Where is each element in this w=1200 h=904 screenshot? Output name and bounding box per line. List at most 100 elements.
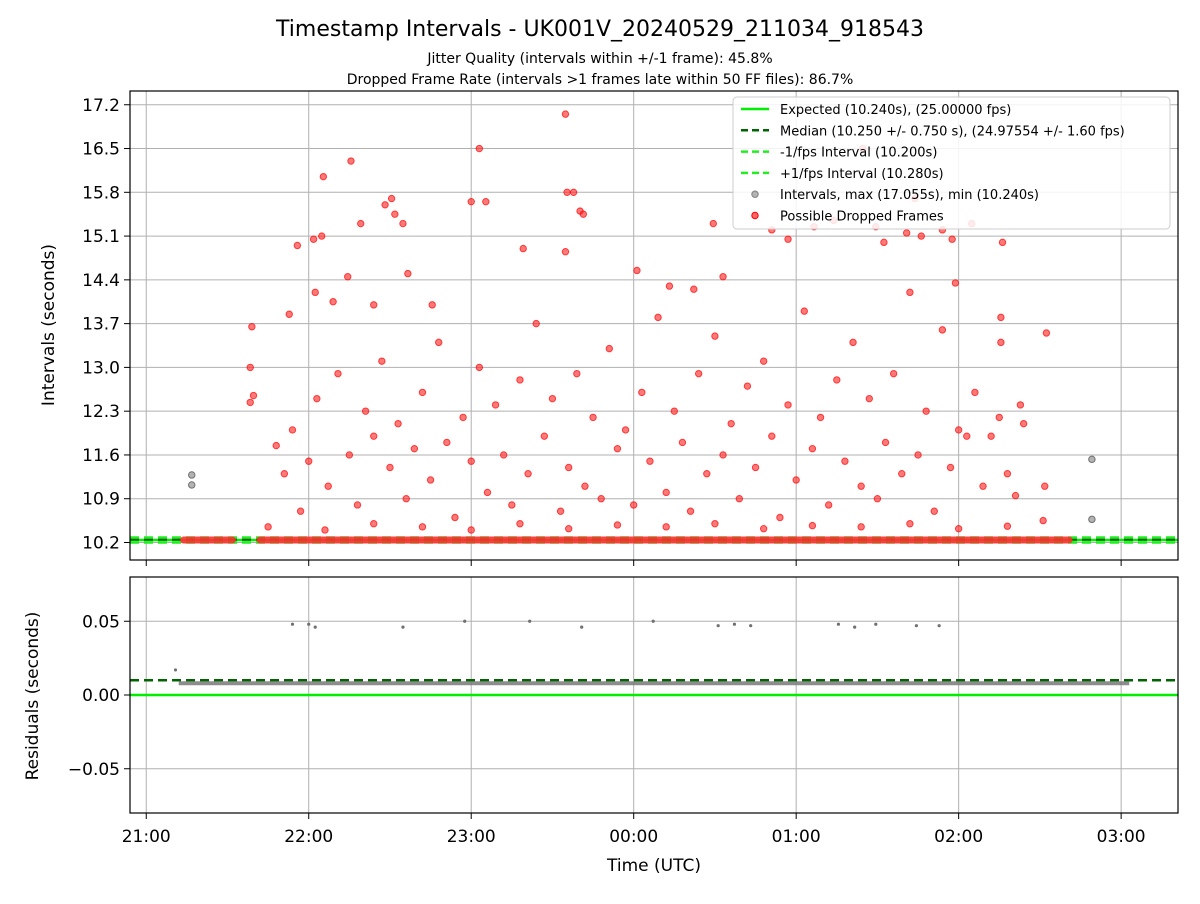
residual-point <box>853 625 857 629</box>
dropped-frame-point <box>743 382 752 390</box>
dropped-frame-point <box>347 157 355 165</box>
dropped-frame-point <box>524 470 532 478</box>
dropped-frame-point <box>857 482 865 490</box>
dropped-frame-point <box>719 273 727 281</box>
y-tick-label: 11.6 <box>82 446 120 466</box>
dropped-frame-point <box>516 520 524 528</box>
dropped-frame-point <box>426 476 435 484</box>
dropped-frame-point <box>963 432 971 440</box>
chart-subtitle-dropped: Dropped Frame Rate (intervals >1 frames … <box>347 72 854 88</box>
residual-point <box>651 619 655 623</box>
residual-point <box>401 625 405 629</box>
y-axis-label-intervals: Intervals (seconds) <box>39 244 59 406</box>
dropped-frame-point <box>589 413 597 422</box>
x-tick-label: 00:00 <box>609 827 658 847</box>
dropped-frame-point <box>914 451 922 459</box>
dropped-frame-point <box>394 419 402 428</box>
chart-subtitle-jitter: Jitter Quality (intervals within +/-1 fr… <box>426 51 772 67</box>
dropped-frame-point <box>898 470 906 478</box>
dropped-frame-point <box>816 413 825 422</box>
dropped-frame-point <box>467 526 475 534</box>
dropped-frame-point <box>280 470 289 478</box>
dropped-frame-point <box>768 432 776 440</box>
x-axis-label: Time (UTC) <box>606 856 701 876</box>
dropped-frame-point <box>548 394 557 403</box>
dropped-frame-point <box>800 307 808 315</box>
dropped-frame-point <box>873 495 882 503</box>
legend: Expected (10.240s), (25.00000 fps) Median… <box>732 96 1171 230</box>
legend-entry-label: -1/fps Interval (10.200s) <box>780 146 937 161</box>
residual-point <box>732 622 737 626</box>
x-tick-label: 02:00 <box>934 827 983 847</box>
dropped-frame-point <box>686 507 695 515</box>
legend-marker-swatch <box>751 211 759 220</box>
dropped-frame-point <box>857 523 865 531</box>
dropped-frame-point <box>629 501 638 509</box>
y-tick-label: 14.4 <box>82 271 120 291</box>
dropped-frame-point <box>954 426 963 434</box>
dropped-frame-point <box>951 279 960 287</box>
residual-point <box>528 619 532 623</box>
dropped-frame-point <box>824 501 833 509</box>
dropped-frame-point <box>357 219 365 228</box>
dropped-frame-point <box>1003 470 1012 478</box>
dropped-frame-point <box>889 369 898 378</box>
dropped-frame-point <box>881 438 890 447</box>
dropped-frame-point <box>508 501 516 509</box>
dropped-frame-point <box>451 513 459 522</box>
dropped-frame-point <box>597 495 605 503</box>
dropped-frame-point <box>402 495 410 503</box>
x-tick-label: 23:00 <box>447 827 496 847</box>
y-tick-label: 15.1 <box>82 227 120 247</box>
dropped-frame-point <box>288 426 297 434</box>
dropped-frame-point <box>759 525 768 533</box>
chart-title: Timestamp Intervals - UK001V_20240529_21… <box>275 17 924 42</box>
dropped-frame-point <box>305 457 313 465</box>
dropped-frame-point <box>997 338 1005 347</box>
dropped-frame-point <box>1016 401 1025 409</box>
dropped-frame-point <box>475 144 484 153</box>
dropped-frame-point <box>662 523 670 531</box>
dropped-frame-point <box>654 313 662 322</box>
y-tick-label: −0.05 <box>68 760 120 780</box>
dropped-frame-point <box>922 407 930 415</box>
dropped-frame-point <box>410 444 419 453</box>
dropped-frame-point <box>930 507 938 515</box>
dropped-frame-point <box>751 463 760 472</box>
dropped-frame-point <box>711 332 719 340</box>
plot-area <box>130 619 1178 697</box>
dropped-frame-point <box>561 110 570 118</box>
dropped-frame-point <box>370 432 378 440</box>
dropped-frame-point <box>370 520 378 528</box>
dropped-frame-point <box>285 310 293 318</box>
dropped-frame-point <box>443 438 451 447</box>
dropped-frame-point <box>311 288 319 297</box>
dropped-frame-point <box>638 388 646 397</box>
legend-entry-label: Intervals, max (17.055s), min (10.240s) <box>780 188 1039 203</box>
dropped-frame-point <box>579 210 588 218</box>
dropped-frame-point <box>727 419 735 428</box>
dropped-frame-point <box>564 463 573 472</box>
residual-point <box>313 625 317 629</box>
dropped-frame-point <box>386 463 394 472</box>
dropped-frame-point <box>353 501 362 509</box>
residual-point <box>307 622 311 626</box>
dropped-frame-point <box>621 426 630 434</box>
dropped-frame-point <box>556 507 565 515</box>
dropped-frame-point <box>329 298 337 306</box>
dropped-frame-point <box>784 235 792 243</box>
dropped-frame-point <box>387 194 396 203</box>
dropped-frame-point <box>264 523 272 531</box>
legend-entry-label: Expected (10.240s), (25.00000 fps) <box>780 103 1011 118</box>
dropped-frame-point <box>467 197 475 206</box>
dropped-frame-point <box>719 451 727 459</box>
dropped-frame-point <box>418 523 427 531</box>
interval-point <box>188 471 196 479</box>
dropped-frame-point <box>581 482 589 490</box>
dropped-frame-point <box>483 488 492 497</box>
dropped-frame-point <box>378 357 386 365</box>
y-tick-label: 0.00 <box>82 686 120 706</box>
dropped-frame-point <box>709 219 718 228</box>
residual-point <box>874 622 878 626</box>
dropped-frame-point <box>902 229 911 237</box>
